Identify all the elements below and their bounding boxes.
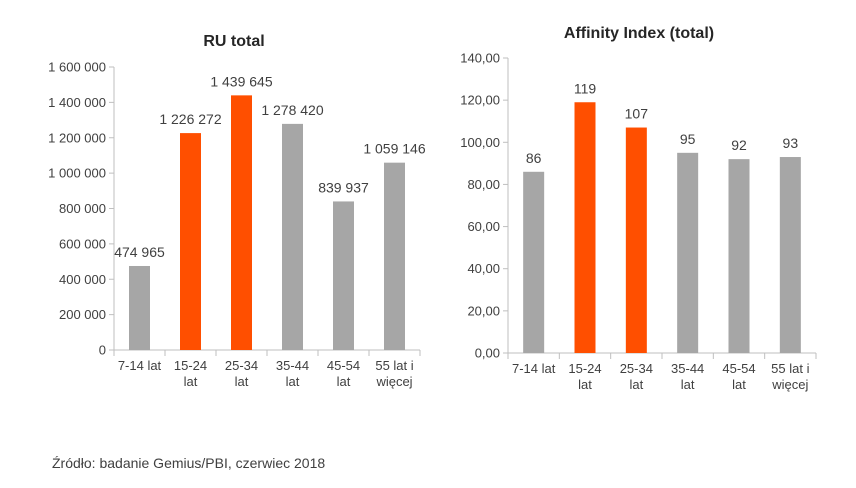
y-tick-label: 0 xyxy=(99,343,106,358)
data-label: 1 226 272 xyxy=(159,111,221,127)
category-label: lat xyxy=(629,377,643,392)
data-label: 95 xyxy=(680,131,696,147)
bar xyxy=(779,157,801,353)
category-label: lat xyxy=(235,374,249,389)
data-label: 92 xyxy=(731,137,747,153)
bar xyxy=(129,265,150,350)
y-tick-label: 120,00 xyxy=(460,93,500,108)
y-tick-label: 200 000 xyxy=(59,307,106,322)
category-label: 25-34 xyxy=(225,358,258,373)
bar xyxy=(282,123,303,351)
y-tick-label: 600 000 xyxy=(59,236,106,251)
y-tick-label: 1 000 000 xyxy=(48,166,106,181)
y-tick-label: 100,00 xyxy=(460,135,500,150)
chart-title: Affinity Index (total) xyxy=(564,25,714,42)
bar xyxy=(523,171,545,353)
y-tick-label: 400 000 xyxy=(59,272,106,287)
y-tick-label: 80,00 xyxy=(467,177,500,192)
category-label: lat xyxy=(286,374,300,389)
bar xyxy=(574,102,596,353)
bar xyxy=(728,159,750,353)
data-label: 474 965 xyxy=(114,244,165,260)
y-tick-label: 1 200 000 xyxy=(48,130,106,145)
y-tick-label: 20,00 xyxy=(467,303,500,318)
bar xyxy=(333,201,354,350)
y-tick-label: 800 000 xyxy=(59,201,106,216)
category-label: 7-14 lat xyxy=(118,358,162,373)
y-tick-label: 40,00 xyxy=(467,261,500,276)
category-label: 35-44 xyxy=(276,358,309,373)
chart-title: RU total xyxy=(203,33,264,50)
category-label: 45-54 xyxy=(327,358,360,373)
category-label: lat xyxy=(578,377,592,392)
y-tick-label: 60,00 xyxy=(467,219,500,234)
category-label: 35-44 xyxy=(671,361,704,376)
data-label: 119 xyxy=(574,80,597,96)
affinity-index-chart: Affinity Index (total) 0,00 20,00 40,00 60,0… xyxy=(460,25,817,392)
category-label: 15-24 xyxy=(174,358,207,373)
ru-total-chart: RU total 0 200 000 400 000 600 000 800 000 1 0… xyxy=(48,33,426,389)
category-label: 15-24 xyxy=(568,361,601,376)
y-tick-label: 1 600 000 xyxy=(48,60,106,75)
bar xyxy=(180,133,201,350)
category-label: 55 lat i xyxy=(375,358,413,373)
bar xyxy=(231,95,252,350)
y-tick-label: 140,00 xyxy=(460,51,500,66)
data-label: 1 439 645 xyxy=(210,73,272,89)
data-label: 86 xyxy=(526,150,542,166)
category-label: 25-34 xyxy=(620,361,653,376)
data-label: 1 059 146 xyxy=(363,141,425,157)
bar xyxy=(677,152,699,353)
category-label: lat xyxy=(732,377,746,392)
category-label: 7-14 lat xyxy=(512,361,556,376)
y-tick-label: 0,00 xyxy=(475,346,500,361)
category-label: lat xyxy=(184,374,198,389)
category-label: 55 lat i xyxy=(771,361,809,376)
bar xyxy=(625,127,647,354)
category-label: więcej xyxy=(375,374,412,389)
source-note: Źródło: badanie Gemius/PBI, czerwiec 201… xyxy=(52,455,326,471)
data-label: 93 xyxy=(783,135,799,151)
data-label: 839 937 xyxy=(318,179,369,195)
data-label: 107 xyxy=(625,106,649,122)
bar xyxy=(384,162,405,350)
data-label: 1 278 420 xyxy=(261,102,323,118)
category-label: więcej xyxy=(771,377,808,392)
y-tick-label: 1 400 000 xyxy=(48,95,106,110)
category-label: 45-54 xyxy=(722,361,755,376)
category-label: lat xyxy=(337,374,351,389)
category-label: lat xyxy=(681,377,695,392)
